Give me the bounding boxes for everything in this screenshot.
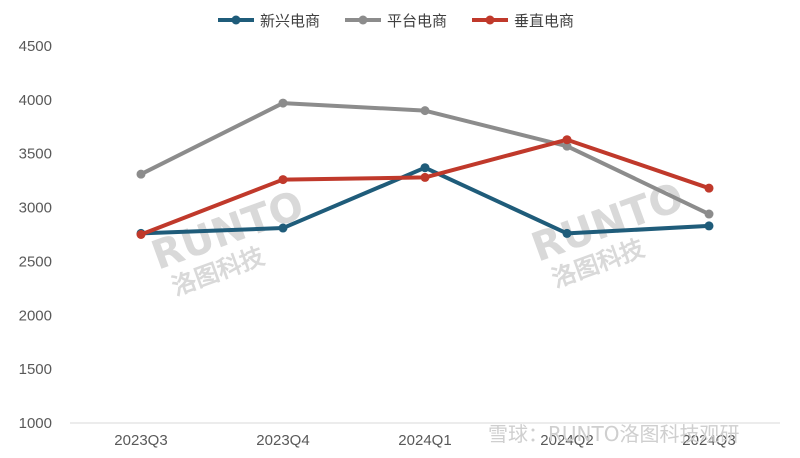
- y-tick-label: 1500: [19, 361, 52, 378]
- y-tick-label: 1000: [19, 415, 52, 432]
- data-point: [704, 209, 714, 219]
- y-tick-label: 3500: [19, 146, 52, 163]
- data-point: [420, 106, 430, 116]
- data-point: [278, 223, 288, 233]
- legend-swatch-marker: [231, 15, 241, 25]
- x-tick-label: 2024Q1: [398, 432, 451, 449]
- x-tick-label: 2024Q3: [682, 432, 735, 449]
- legend-swatch-marker: [485, 15, 495, 25]
- y-tick-label: 4000: [19, 92, 52, 109]
- data-point: [562, 141, 572, 151]
- footer-watermark: 雪球：RUNTO洛图科技观研: [488, 422, 739, 446]
- series-1: [136, 98, 714, 219]
- y-tick-label: 2500: [19, 253, 52, 270]
- y-tick-label: 4500: [19, 38, 52, 55]
- series-layer: [136, 98, 714, 239]
- legend-label: 新兴电商: [260, 12, 320, 30]
- data-point: [704, 183, 714, 193]
- data-point: [562, 135, 572, 145]
- x-tick-label: 2024Q2: [540, 432, 593, 449]
- data-point: [136, 230, 146, 239]
- legend-item: 平台电商: [345, 12, 447, 30]
- y-tick-label: 3000: [19, 200, 52, 217]
- data-point: [136, 169, 146, 179]
- axis-layer: 1000 1500 2000 2500 3000 3500 4000 4500 2023Q3 20…: [19, 38, 780, 449]
- x-tick-label: 2023Q4: [256, 432, 309, 449]
- legend-item: 垂直电商: [472, 12, 574, 30]
- legend: 新兴电商 平台电商 垂直电商: [218, 12, 574, 30]
- data-point: [562, 228, 572, 238]
- series-2: [136, 135, 714, 239]
- data-point: [420, 172, 430, 182]
- watermark-right: RUNTO 洛图科技: [526, 174, 690, 293]
- legend-item: 新兴电商: [218, 12, 320, 30]
- legend-swatch-marker: [358, 15, 368, 25]
- x-tick-label: 2023Q3: [114, 432, 167, 449]
- data-point: [704, 221, 714, 231]
- legend-label: 垂直电商: [514, 12, 574, 30]
- legend-label: 平台电商: [387, 12, 447, 30]
- data-point: [278, 98, 288, 108]
- data-point: [420, 163, 430, 173]
- data-point: [278, 175, 288, 185]
- y-tick-label: 2000: [19, 307, 52, 324]
